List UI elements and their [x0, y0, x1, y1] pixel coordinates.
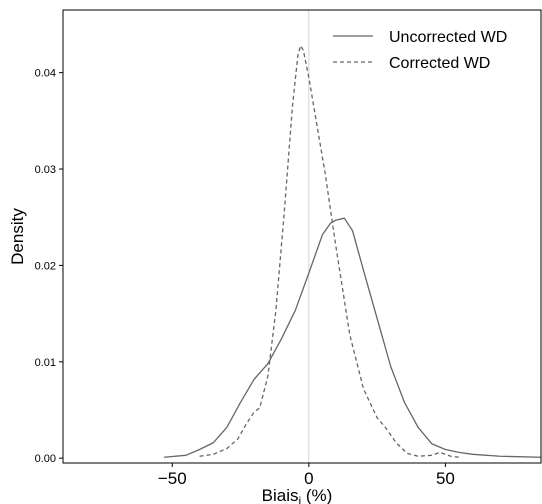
series-line-uncorrected: [164, 217, 542, 458]
y-tick-label: 0.04: [35, 68, 56, 80]
x-axis-title: Biaisi (%): [262, 486, 333, 504]
legend-label-corrected: Corrected WD: [389, 55, 490, 72]
axes: 0.00 0.01 0.02 0.03 0.04 −50 0 50 Biaisi (%) Dens…: [8, 9, 542, 504]
x-axis-title-subscript: i: [299, 494, 302, 504]
y-axis-title: Density: [8, 208, 27, 265]
x-axis-title-main: Biais: [262, 486, 299, 504]
plot-frame: [62, 9, 542, 464]
x-tick-label: 0: [304, 469, 313, 488]
y-tick-label: 0.01: [35, 357, 56, 369]
y-tick-label: 0.03: [35, 164, 56, 176]
y-tick-label: 0.00: [35, 453, 56, 465]
y-tick-label: 0.02: [35, 260, 56, 272]
series-line-corrected: [199, 45, 460, 458]
plot-area: [164, 10, 542, 463]
legend-label-uncorrected: Uncorrected WD: [389, 29, 507, 46]
x-tick-label: −50: [158, 469, 187, 488]
x-axis-title-suffix: (%): [301, 486, 332, 504]
x-tick-label: 50: [436, 469, 455, 488]
legend: Uncorrected WD Corrected WD: [333, 29, 507, 72]
